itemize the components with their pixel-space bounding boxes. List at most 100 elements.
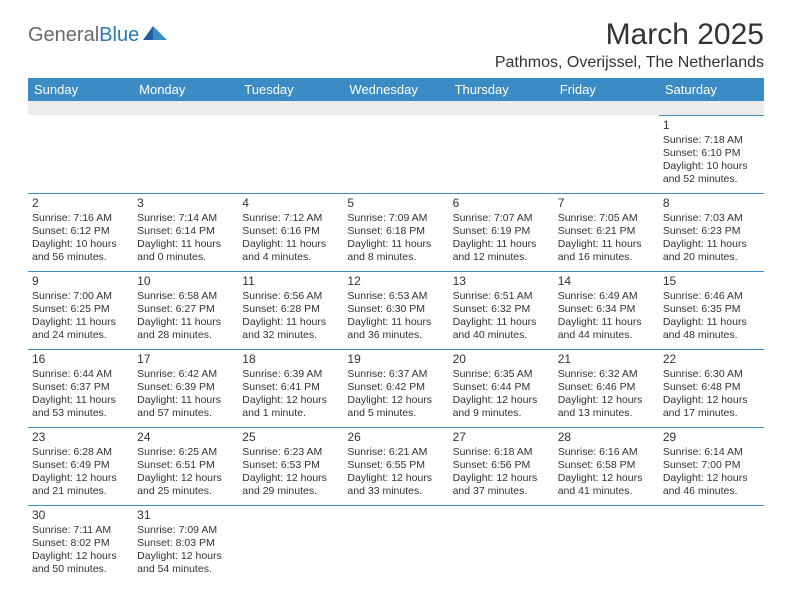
daylight-line: Daylight: 12 hours	[663, 394, 760, 407]
day-number: 18	[242, 352, 339, 367]
calendar-cell: 21Sunrise: 6:32 AMSunset: 6:46 PMDayligh…	[554, 349, 659, 427]
calendar-cell: 22Sunrise: 6:30 AMSunset: 6:48 PMDayligh…	[659, 349, 764, 427]
title-block: March 2025 Pathmos, Overijssel, The Neth…	[495, 18, 764, 72]
calendar-cell: 23Sunrise: 6:28 AMSunset: 6:49 PMDayligh…	[28, 427, 133, 505]
daylight-line: and 32 minutes.	[242, 329, 339, 342]
calendar-row: 30Sunrise: 7:11 AMSunset: 8:02 PMDayligh…	[28, 505, 764, 583]
sunset-line: Sunset: 6:55 PM	[347, 459, 444, 472]
calendar-cell: 5Sunrise: 7:09 AMSunset: 6:18 PMDaylight…	[343, 193, 448, 271]
sunrise-line: Sunrise: 7:07 AM	[453, 212, 550, 225]
sunset-line: Sunset: 6:35 PM	[663, 303, 760, 316]
daylight-line: and 4 minutes.	[242, 251, 339, 264]
sunset-line: Sunset: 6:58 PM	[558, 459, 655, 472]
calendar-row: 2Sunrise: 7:16 AMSunset: 6:12 PMDaylight…	[28, 193, 764, 271]
daylight-line: and 9 minutes.	[453, 407, 550, 420]
sunset-line: Sunset: 6:25 PM	[32, 303, 129, 316]
daylight-line: and 56 minutes.	[32, 251, 129, 264]
calendar-cell: 13Sunrise: 6:51 AMSunset: 6:32 PMDayligh…	[449, 271, 554, 349]
daylight-line: Daylight: 12 hours	[453, 472, 550, 485]
day-number: 5	[347, 196, 444, 211]
calendar-cell	[659, 505, 764, 583]
calendar-cell: 30Sunrise: 7:11 AMSunset: 8:02 PMDayligh…	[28, 505, 133, 583]
day-header: Friday	[554, 78, 659, 101]
calendar-cell: 24Sunrise: 6:25 AMSunset: 6:51 PMDayligh…	[133, 427, 238, 505]
calendar-cell: 9Sunrise: 7:00 AMSunset: 6:25 PMDaylight…	[28, 271, 133, 349]
daylight-line: and 46 minutes.	[663, 485, 760, 498]
daylight-line: and 57 minutes.	[137, 407, 234, 420]
daylight-line: Daylight: 11 hours	[663, 316, 760, 329]
calendar-cell: 6Sunrise: 7:07 AMSunset: 6:19 PMDaylight…	[449, 193, 554, 271]
blank-strip	[28, 101, 764, 115]
day-number: 15	[663, 274, 760, 289]
calendar-cell	[133, 115, 238, 193]
daylight-line: Daylight: 10 hours	[663, 160, 760, 173]
daylight-line: Daylight: 11 hours	[137, 316, 234, 329]
sunset-line: Sunset: 6:41 PM	[242, 381, 339, 394]
calendar-cell	[554, 115, 659, 193]
daylight-line: Daylight: 11 hours	[32, 316, 129, 329]
day-number: 19	[347, 352, 444, 367]
day-number: 28	[558, 430, 655, 445]
day-number: 7	[558, 196, 655, 211]
sunrise-line: Sunrise: 6:30 AM	[663, 368, 760, 381]
calendar-cell: 26Sunrise: 6:21 AMSunset: 6:55 PMDayligh…	[343, 427, 448, 505]
daylight-line: and 17 minutes.	[663, 407, 760, 420]
sunset-line: Sunset: 6:14 PM	[137, 225, 234, 238]
day-number: 22	[663, 352, 760, 367]
daylight-line: Daylight: 12 hours	[453, 394, 550, 407]
daylight-line: and 20 minutes.	[663, 251, 760, 264]
daylight-line: and 5 minutes.	[347, 407, 444, 420]
day-header: Tuesday	[238, 78, 343, 101]
sunset-line: Sunset: 6:42 PM	[347, 381, 444, 394]
day-number: 6	[453, 196, 550, 211]
flag-icon	[143, 24, 169, 47]
calendar-cell: 27Sunrise: 6:18 AMSunset: 6:56 PMDayligh…	[449, 427, 554, 505]
sunset-line: Sunset: 6:37 PM	[32, 381, 129, 394]
sunset-line: Sunset: 6:30 PM	[347, 303, 444, 316]
calendar-cell	[238, 115, 343, 193]
sunrise-line: Sunrise: 6:21 AM	[347, 446, 444, 459]
day-number: 8	[663, 196, 760, 211]
page-title: March 2025	[495, 18, 764, 52]
sunset-line: Sunset: 6:49 PM	[32, 459, 129, 472]
sunset-line: Sunset: 6:18 PM	[347, 225, 444, 238]
location: Pathmos, Overijssel, The Netherlands	[495, 54, 764, 72]
sunset-line: Sunset: 6:34 PM	[558, 303, 655, 316]
daylight-line: and 54 minutes.	[137, 563, 234, 576]
day-header: Thursday	[449, 78, 554, 101]
sunrise-line: Sunrise: 6:37 AM	[347, 368, 444, 381]
calendar-cell: 29Sunrise: 6:14 AMSunset: 7:00 PMDayligh…	[659, 427, 764, 505]
sunrise-line: Sunrise: 6:46 AM	[663, 290, 760, 303]
calendar-cell: 18Sunrise: 6:39 AMSunset: 6:41 PMDayligh…	[238, 349, 343, 427]
daylight-line: Daylight: 11 hours	[242, 316, 339, 329]
daylight-line: Daylight: 11 hours	[242, 238, 339, 251]
calendar-cell: 25Sunrise: 6:23 AMSunset: 6:53 PMDayligh…	[238, 427, 343, 505]
day-number: 20	[453, 352, 550, 367]
day-header: Sunday	[28, 78, 133, 101]
sunrise-line: Sunrise: 6:44 AM	[32, 368, 129, 381]
daylight-line: Daylight: 12 hours	[242, 472, 339, 485]
day-number: 26	[347, 430, 444, 445]
sunrise-line: Sunrise: 7:05 AM	[558, 212, 655, 225]
logo: GeneralBlue	[28, 24, 169, 47]
daylight-line: and 48 minutes.	[663, 329, 760, 342]
sunset-line: Sunset: 6:10 PM	[663, 147, 760, 160]
calendar-cell: 14Sunrise: 6:49 AMSunset: 6:34 PMDayligh…	[554, 271, 659, 349]
sunrise-line: Sunrise: 7:12 AM	[242, 212, 339, 225]
sunset-line: Sunset: 6:27 PM	[137, 303, 234, 316]
day-number: 24	[137, 430, 234, 445]
day-number: 23	[32, 430, 129, 445]
calendar-row: 9Sunrise: 7:00 AMSunset: 6:25 PMDaylight…	[28, 271, 764, 349]
sunset-line: Sunset: 6:48 PM	[663, 381, 760, 394]
daylight-line: and 33 minutes.	[347, 485, 444, 498]
day-number: 21	[558, 352, 655, 367]
calendar-cell	[343, 115, 448, 193]
daylight-line: Daylight: 12 hours	[137, 550, 234, 563]
sunrise-line: Sunrise: 6:35 AM	[453, 368, 550, 381]
calendar-cell: 1Sunrise: 7:18 AMSunset: 6:10 PMDaylight…	[659, 115, 764, 193]
sunrise-line: Sunrise: 7:00 AM	[32, 290, 129, 303]
sunset-line: Sunset: 6:23 PM	[663, 225, 760, 238]
sunrise-line: Sunrise: 6:58 AM	[137, 290, 234, 303]
daylight-line: and 24 minutes.	[32, 329, 129, 342]
sunrise-line: Sunrise: 6:39 AM	[242, 368, 339, 381]
